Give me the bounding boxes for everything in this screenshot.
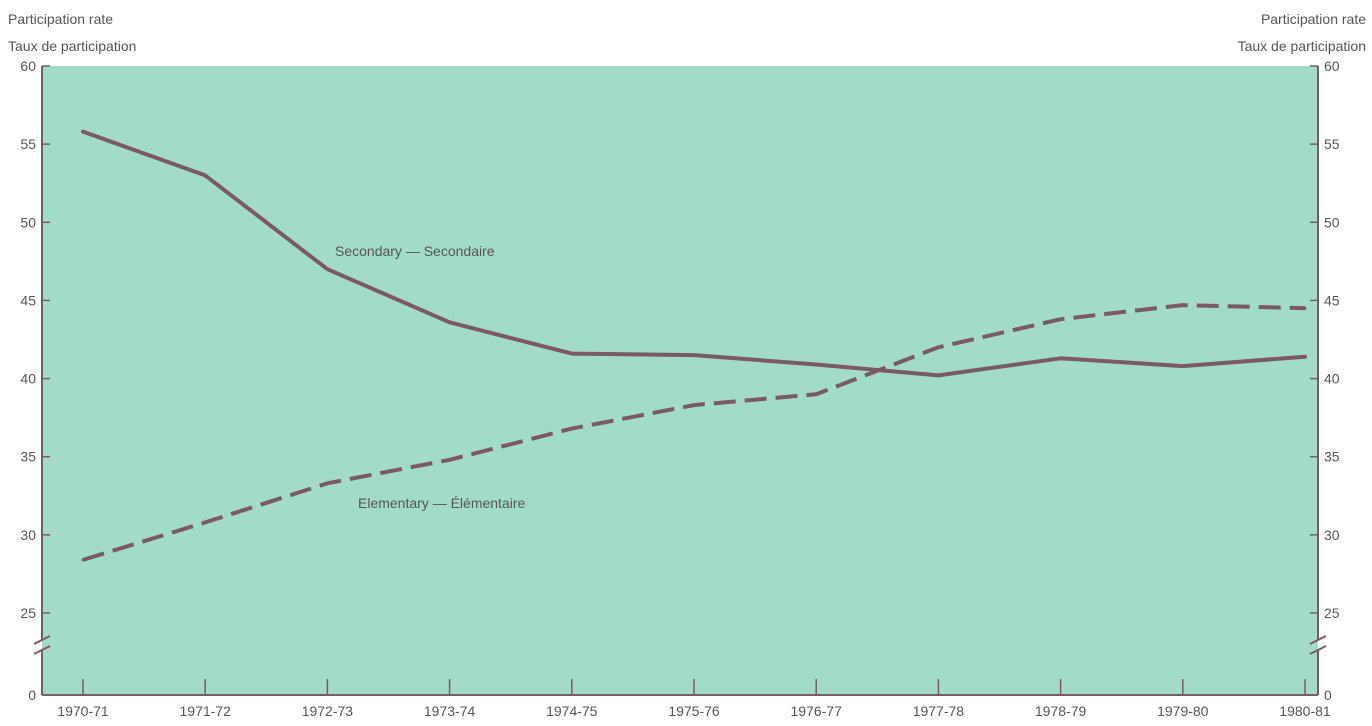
x-tick-label: 1975-76 — [668, 703, 720, 719]
left-axis-break-top — [33, 635, 51, 645]
data-point-elementary — [1303, 306, 1307, 310]
y-tick-label-right: 35 — [1324, 449, 1340, 465]
left-axis-break-bottom — [33, 645, 51, 655]
data-point-secondary — [1059, 356, 1063, 360]
data-point-elementary — [814, 392, 818, 396]
data-point-secondary — [203, 173, 207, 177]
y-tick-label-right: 0 — [1324, 687, 1332, 703]
y-tick-label-right: 25 — [1324, 605, 1340, 621]
data-point-elementary — [1181, 303, 1185, 307]
ylabel-right-line2: Taux de participation — [1238, 38, 1366, 54]
axis-layer: 0 0 25 25 30 30 35 35 40 40 45 45 50 50 55 55 60 60 1970-7… — [20, 58, 1339, 719]
data-point-secondary — [1181, 364, 1185, 368]
x-tick-label: 1978-79 — [1035, 703, 1087, 719]
y-tick-label-left: 25 — [20, 605, 36, 621]
data-point-elementary — [81, 558, 85, 562]
data-point-secondary — [448, 320, 452, 324]
y-tick-label-right: 60 — [1324, 58, 1340, 74]
data-point-secondary — [936, 373, 940, 377]
right-axis-break-top — [1309, 635, 1327, 645]
data-point-elementary — [325, 481, 329, 485]
series-label-elementary: Elementary — Élémentaire — [358, 495, 526, 511]
series-layer — [81, 129, 1307, 562]
y-tick-label-left: 45 — [20, 292, 36, 308]
x-tick-label: 1979-80 — [1157, 703, 1209, 719]
x-tick-label: 1976-77 — [791, 703, 843, 719]
series-label-secondary: Secondary — Secondaire — [335, 243, 495, 259]
data-point-elementary — [1059, 317, 1063, 321]
data-point-secondary — [325, 267, 329, 271]
plot-area — [42, 66, 1318, 695]
data-point-secondary — [81, 130, 85, 134]
data-point-elementary — [448, 458, 452, 462]
data-point-elementary — [570, 427, 574, 431]
y-tick-label-left: 40 — [20, 371, 36, 387]
x-tick-label: 1971-72 — [180, 703, 232, 719]
y-tick-label-left: 60 — [20, 58, 36, 74]
y-tick-label-right: 40 — [1324, 371, 1340, 387]
y-tick-label-left: 30 — [20, 527, 36, 543]
x-tick-label: 1974-75 — [546, 703, 598, 719]
y-tick-label-right: 30 — [1324, 527, 1340, 543]
x-tick-label: 1972-73 — [302, 703, 354, 719]
right-axis-break-bottom — [1309, 645, 1327, 655]
x-tick-label: 1977-78 — [913, 703, 965, 719]
data-point-secondary — [692, 353, 696, 357]
data-point-elementary — [692, 403, 696, 407]
ylabel-left-line1: Participation rate — [8, 11, 113, 27]
data-point-elementary — [203, 520, 207, 524]
y-tick-label-right: 45 — [1324, 292, 1340, 308]
y-tick-label-right: 50 — [1324, 214, 1340, 230]
y-tick-label-left: 35 — [20, 449, 36, 465]
x-tick-label: 1973-74 — [424, 703, 476, 719]
data-point-elementary — [936, 345, 940, 349]
y-tick-label-left: 50 — [20, 214, 36, 230]
data-point-secondary — [814, 363, 818, 367]
x-tick-label: 1970-71 — [57, 703, 109, 719]
y-tick-label-left: 0 — [28, 687, 36, 703]
y-tick-label-right: 55 — [1324, 136, 1340, 152]
x-tick-label: 1980-81 — [1279, 703, 1331, 719]
y-tick-label-left: 55 — [20, 136, 36, 152]
ylabel-left-line2: Taux de participation — [8, 38, 136, 54]
data-point-secondary — [1303, 355, 1307, 359]
ylabel-right-line1: Participation rate — [1261, 11, 1366, 27]
data-point-secondary — [570, 352, 574, 356]
